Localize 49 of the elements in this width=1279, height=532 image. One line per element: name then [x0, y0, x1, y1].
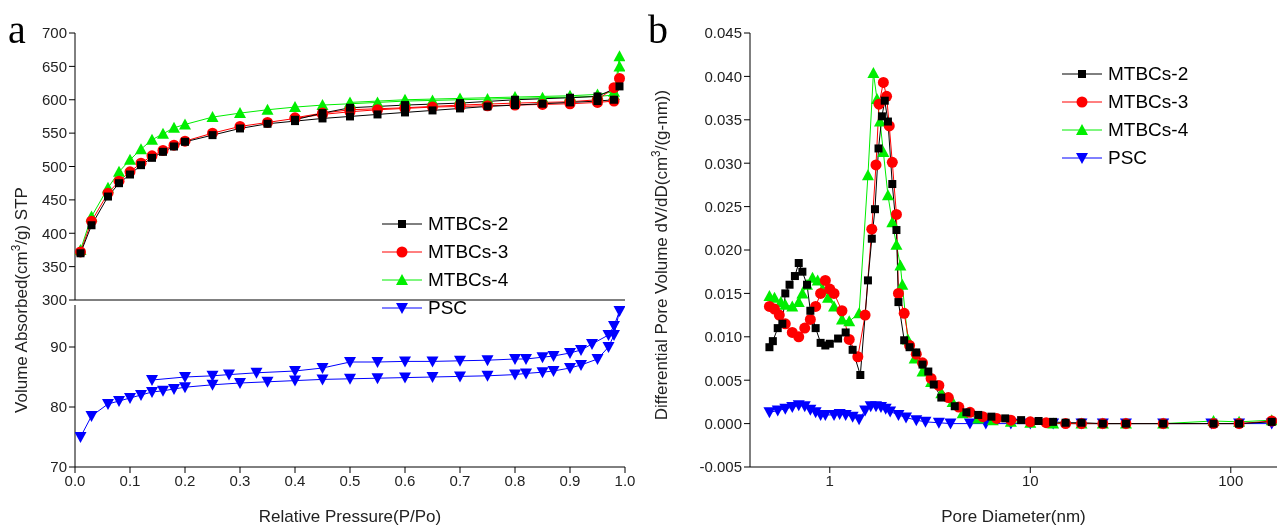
- y-tick-label: 0.030: [704, 154, 742, 172]
- x-tick-label: 1: [825, 471, 834, 489]
- legend-label: MTBCs-3: [1108, 91, 1189, 113]
- y-tick-label: 550: [41, 124, 67, 142]
- x-tick-label: 0.9: [559, 471, 581, 489]
- y-tick-label: 0.045: [704, 24, 742, 42]
- x-tick-label: 1.0: [614, 471, 636, 489]
- x-tick-label: 0.8: [504, 471, 526, 489]
- x-tick-label: 0.2: [174, 471, 196, 489]
- y-tick-label: 700: [41, 24, 67, 42]
- y-tick-label: 500: [41, 157, 67, 175]
- x-tick-label: 0.4: [284, 471, 306, 489]
- y-tick-label: 350: [41, 257, 67, 275]
- legend-label: MTBCs-2: [428, 213, 509, 235]
- y-tick-label: 400: [41, 224, 67, 242]
- y-tick-label: -0.005: [699, 458, 742, 476]
- y-tick-label: 0.015: [704, 284, 742, 302]
- legend-label: MTBCs-4: [1108, 119, 1189, 141]
- x-tick-label: 100: [1218, 471, 1244, 489]
- chart-title: b: [648, 7, 668, 52]
- y-tick-label: 0.000: [704, 414, 742, 432]
- y-tick-label: 0.005: [704, 371, 742, 389]
- y-tick-label: 0.010: [704, 328, 742, 346]
- x-axis-title: Pore Diameter(nm): [941, 507, 1086, 526]
- y-tick-label: 0.020: [704, 241, 742, 259]
- x-tick-label: 0.7: [449, 471, 471, 489]
- y-tick-label: 600: [41, 91, 67, 109]
- y-tick-label: 0.035: [704, 111, 742, 129]
- x-tick-label: 0.1: [119, 471, 141, 489]
- chart-title: a: [8, 7, 26, 52]
- y-tick-label: 70: [50, 458, 67, 476]
- legend-label: MTBCs-2: [1108, 63, 1189, 85]
- legend-label: PSC: [428, 297, 468, 319]
- x-tick-label: 0.5: [339, 471, 361, 489]
- legend-label: MTBCs-4: [428, 269, 509, 291]
- x-tick-label: 0.3: [229, 471, 251, 489]
- y-tick-label: 450: [41, 191, 67, 209]
- y-tick-label: 80: [50, 398, 67, 416]
- y-tick-label: 90: [50, 338, 67, 356]
- x-tick-label: 0.0: [64, 471, 86, 489]
- x-tick-label: 10: [1021, 471, 1039, 489]
- y-tick-label: 0.025: [704, 197, 742, 215]
- legend-label: MTBCs-3: [428, 241, 509, 263]
- y-tick-label: 300: [41, 291, 67, 309]
- x-tick-label: 0.6: [394, 471, 416, 489]
- y-tick-label: 0.040: [704, 67, 742, 85]
- x-axis-title: Relative Pressure(P/Po): [258, 507, 442, 526]
- legend-label: PSC: [1108, 147, 1148, 169]
- y-tick-label: 650: [41, 57, 67, 75]
